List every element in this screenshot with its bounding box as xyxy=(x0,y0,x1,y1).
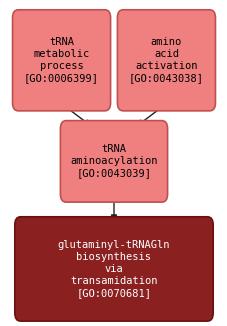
Text: tRNA
aminoacylation
[GO:0043039]: tRNA aminoacylation [GO:0043039] xyxy=(70,144,157,178)
Text: glutaminyl-tRNAGln
biosynthesis
via
transamidation
[GO:0070681]: glutaminyl-tRNAGln biosynthesis via tran… xyxy=(57,240,170,298)
FancyBboxPatch shape xyxy=(60,121,167,202)
FancyBboxPatch shape xyxy=(15,217,212,321)
FancyBboxPatch shape xyxy=(117,10,215,111)
FancyBboxPatch shape xyxy=(12,10,110,111)
Text: amino
acid
activation
[GO:0043038]: amino acid activation [GO:0043038] xyxy=(128,37,203,83)
Text: tRNA
metabolic
process
[GO:0006399]: tRNA metabolic process [GO:0006399] xyxy=(24,37,99,83)
